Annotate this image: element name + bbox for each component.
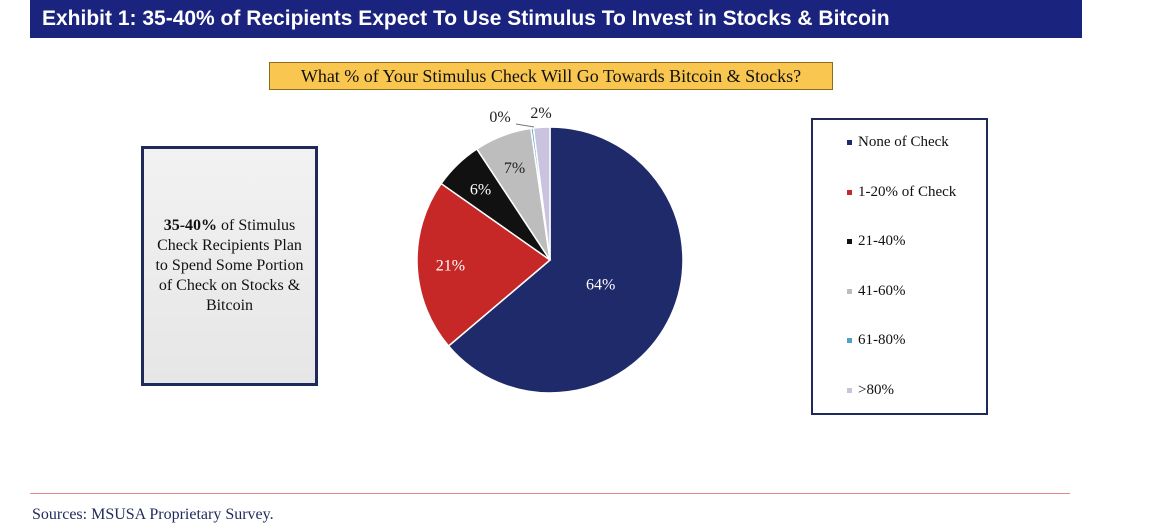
pie-slice-1	[416, 182, 552, 348]
callout-text: 35-40% of Stimulus Check Recipients Plan…	[150, 216, 309, 316]
legend-item: 61-80%	[847, 332, 906, 349]
legend-item: 41-60%	[847, 283, 906, 300]
callout-body: of Stimulus Check Recipients Plan to Spe…	[155, 217, 304, 314]
legend-swatch	[847, 189, 852, 195]
legend-swatch	[847, 387, 852, 393]
legend-label: 41-60%	[858, 282, 906, 299]
legend-item: 1-20% of Check	[847, 184, 956, 201]
pie-label-5: 2%	[530, 105, 551, 122]
chart-legend: None of Check 1-20% of Check 21-40% 41-60% 6…	[811, 118, 988, 415]
footer-divider	[30, 493, 1070, 494]
callout-bold: 35-40%	[163, 217, 218, 234]
pie-label-3: 7%	[504, 160, 525, 177]
chart-title: What % of Your Stimulus Check Will Go To…	[269, 62, 833, 90]
legend-label: 1-20% of Check	[858, 183, 957, 200]
leader-line	[515, 123, 535, 128]
legend-swatch	[847, 140, 852, 145]
pie-slice-5	[532, 126, 551, 261]
legend-item: >80%	[847, 382, 894, 399]
legend-swatch	[847, 338, 852, 343]
pie-label-2: 6%	[470, 181, 491, 198]
legend-label: 61-80%	[858, 332, 906, 348]
pie-label-1: 21%	[436, 258, 465, 275]
legend-swatch	[847, 288, 852, 294]
legend-label: >80%	[858, 381, 894, 398]
exhibit-title: Exhibit 1: 35-40% of Recipients Expect T…	[42, 7, 890, 30]
legend-item: 21-40%	[847, 233, 906, 250]
pie-label-4: 0%	[489, 109, 510, 126]
legend-label: 21-40%	[858, 233, 906, 249]
source-note: Sources: MSUSA Proprietary Survey.	[32, 506, 274, 523]
pie-slice-0	[447, 126, 684, 394]
pie-label-0: 64%	[586, 276, 615, 293]
exhibit-header: Exhibit 1: 35-40% of Recipients Expect T…	[30, 0, 1082, 38]
pie-chart: 64% 21% 6% 7% 0% 2%	[416, 105, 684, 394]
legend-swatch	[847, 239, 852, 244]
legend-label: None of Check	[858, 134, 949, 150]
legend-item: None of Check	[847, 134, 949, 151]
callout-box: 35-40% of Stimulus Check Recipients Plan…	[141, 146, 318, 386]
